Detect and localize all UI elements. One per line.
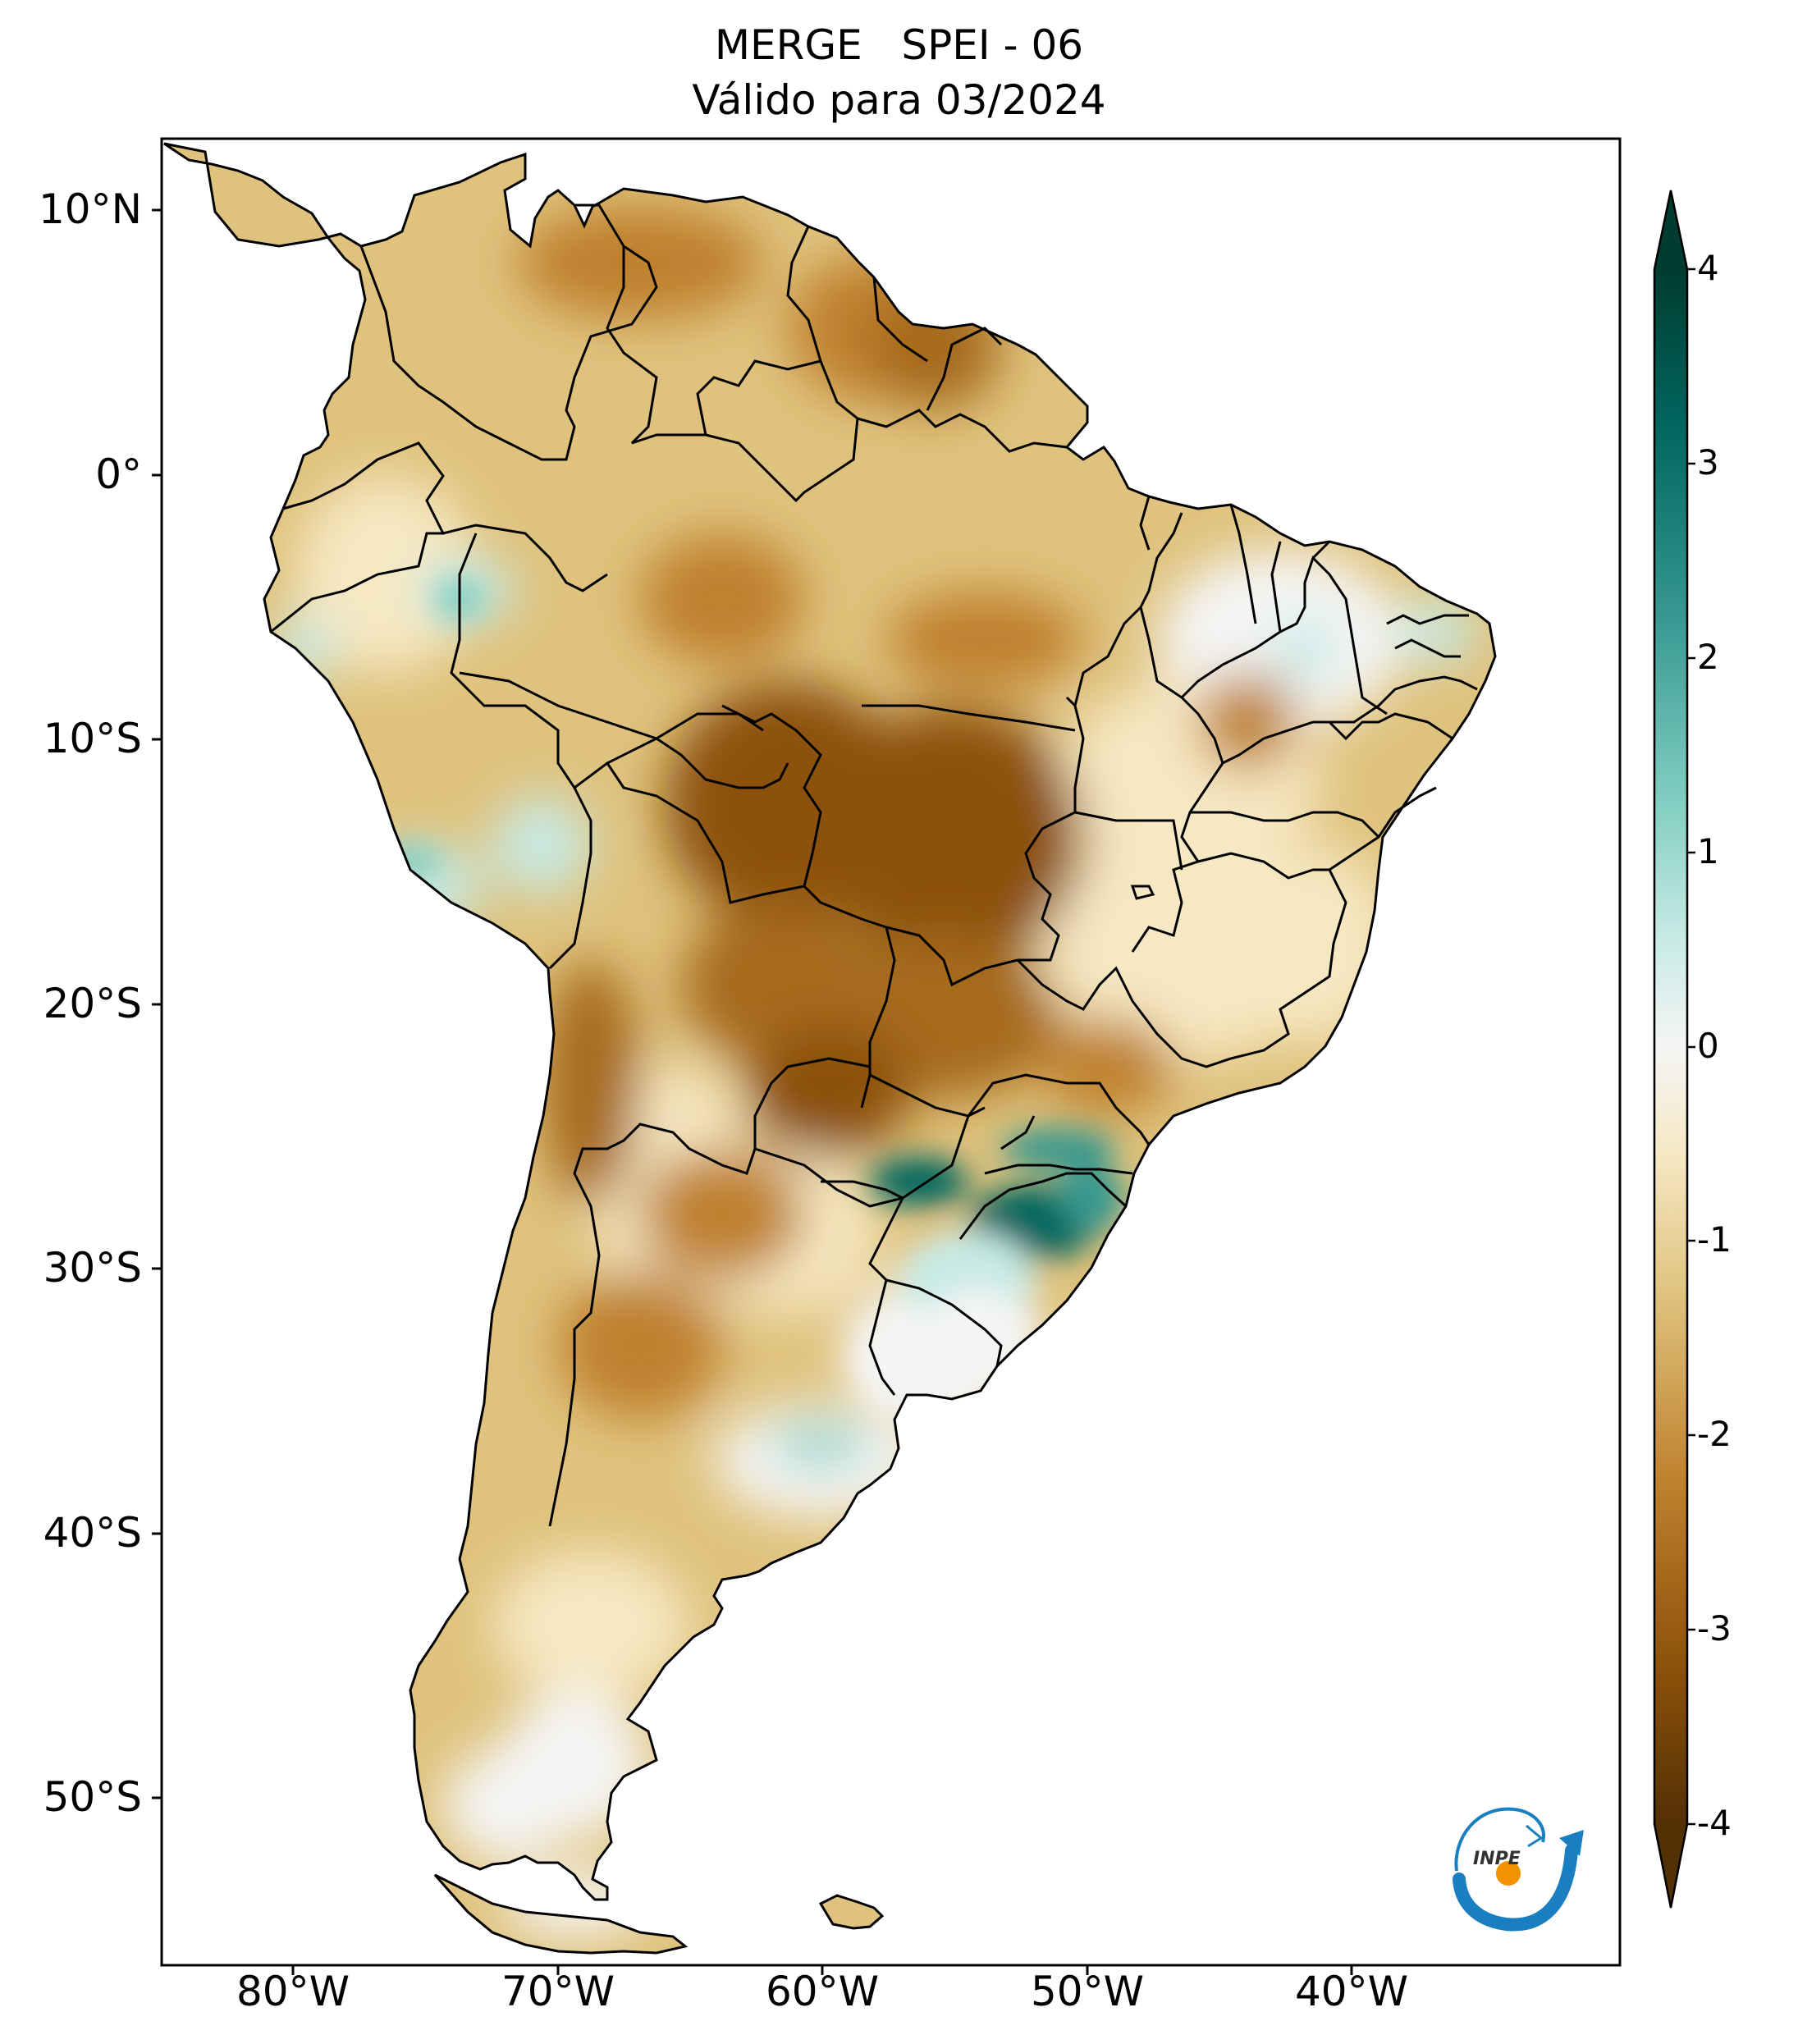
colorbar-tick-label: -2 <box>1697 1414 1732 1454</box>
lon-tick-label: 40°W <box>1294 1968 1409 2015</box>
inpe-logo <box>1453 1807 1584 1932</box>
map-frame <box>160 137 1622 1967</box>
lat-tick-label: 50°S <box>43 1773 142 1821</box>
political-borders <box>270 203 1478 1527</box>
axis-ticks <box>152 208 1353 1975</box>
lon-tick-label: 80°W <box>236 1968 350 2015</box>
colorbar-tick-label: 4 <box>1697 248 1719 288</box>
map-subtitle: Válido para 03/2024 <box>692 76 1106 124</box>
map-title: MERGE SPEI - 06 <box>714 21 1084 69</box>
colorbar-tick-label: 0 <box>1697 1026 1719 1066</box>
colorbar-tick-label: 1 <box>1697 831 1719 871</box>
colorbar-tick-label: -3 <box>1697 1608 1732 1648</box>
lon-tick-label: 60°W <box>765 1968 880 2015</box>
lat-tick-label: 20°S <box>43 980 142 1027</box>
lat-tick-label: 0° <box>95 450 142 498</box>
colorbar <box>1653 190 1695 1909</box>
lat-tick-label: 10°S <box>43 715 142 762</box>
lat-tick-label: 40°S <box>43 1509 142 1557</box>
inpe-logo-text: INPE <box>1473 1849 1521 1869</box>
lon-tick-label: 70°W <box>501 1968 615 2015</box>
colorbar-lower-extend <box>1654 1824 1687 1908</box>
colorbar-tick-label: -4 <box>1697 1803 1732 1843</box>
colorbar-upper-extend <box>1654 190 1687 269</box>
colorbar-tick-label: 2 <box>1697 637 1719 677</box>
lon-tick-label: 50°W <box>1030 1968 1145 2015</box>
colorbar-tick-label: 3 <box>1697 442 1719 482</box>
colorbar-tick-label: -1 <box>1697 1219 1732 1260</box>
lat-tick-label: 10°N <box>38 185 142 233</box>
lat-tick-label: 30°S <box>43 1244 142 1292</box>
